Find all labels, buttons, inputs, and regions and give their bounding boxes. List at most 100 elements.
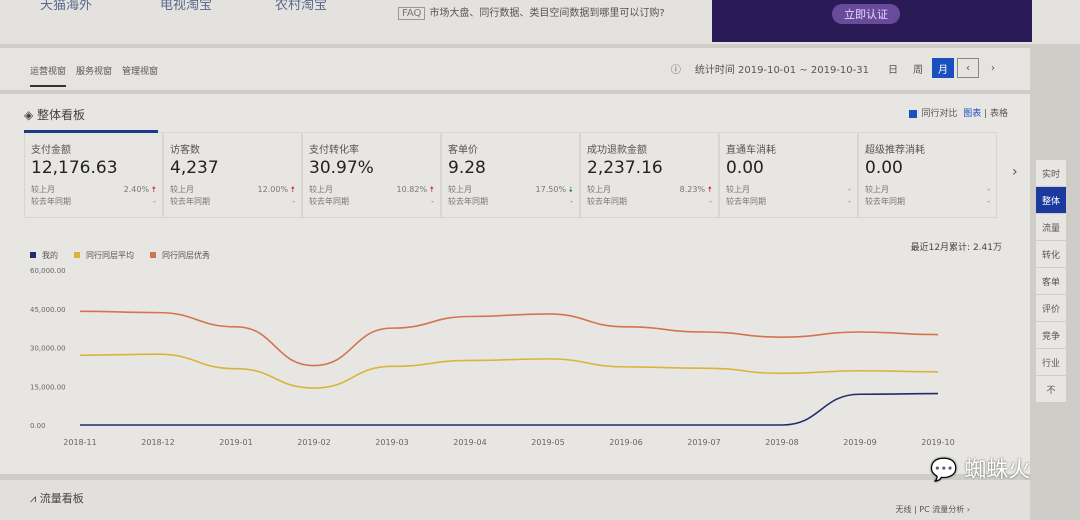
yoy-value: - (153, 197, 156, 206)
mom-label: 较上月 (865, 185, 889, 194)
x-tick-label: 2019-08 (765, 438, 798, 447)
view-table-link[interactable]: 表格 (989, 109, 1008, 119)
x-tick-label: 2019-06 (609, 438, 642, 447)
traffic-title: 流量看板 (39, 492, 84, 505)
sidebar-item[interactable]: 客单 (1036, 268, 1066, 294)
arrow-up-icon: 🠅 (290, 185, 295, 194)
metric-label: 成功退款金额 (587, 145, 647, 156)
mom-label: 较上月 (448, 185, 472, 194)
metric-card[interactable]: 直通车消耗 0.00 较上月 - 较去年同期 - (719, 132, 858, 218)
mom-label: 较上月 (31, 185, 55, 194)
yoy-value: - (292, 197, 295, 206)
metric-value: 2,237.16 (587, 158, 663, 178)
sidebar-item[interactable]: 不 (1036, 376, 1066, 402)
period-day[interactable]: 日 (888, 64, 898, 76)
sidebar-item[interactable]: 行业 (1036, 349, 1066, 375)
cards-next-icon[interactable]: › (1012, 164, 1018, 180)
mom-label: 较上月 (170, 185, 194, 194)
metric-card[interactable]: 成功退款金额 2,237.16 较上月 8.23% 🠅 较去年同期 - (580, 132, 719, 218)
mom-value: - (848, 185, 851, 194)
x-tick-label: 2019-09 (843, 438, 876, 447)
metric-label: 支付金额 (31, 145, 71, 156)
metric-label: 直通车消耗 (726, 145, 776, 156)
y-tick-label: 0.00 (30, 422, 46, 430)
view-chart-link[interactable]: 图表 (963, 109, 982, 119)
legend-swatch (150, 252, 156, 258)
certify-button[interactable]: 立即认证 (832, 4, 900, 24)
tab-operations[interactable]: 运营视窗 (30, 64, 67, 87)
sidebar-item[interactable]: 流量 (1036, 214, 1066, 240)
overview-panel: ◈ 整体看板 同行对比 图表 | 表格 支付金额 12,176.63 较上月 2.… (0, 94, 1030, 474)
watermark: 💬 蜘蛛火 (930, 458, 1031, 483)
nav-link[interactable]: 电视淘宝 (160, 0, 213, 13)
x-tick-label: 2018-12 (141, 438, 174, 447)
top-strip: 天猫海外 电视淘宝 农村淘宝 FAQ 市场大盘、同行数据、类目空间数据到哪里可以订… (0, 0, 1080, 44)
compare-label[interactable]: 同行对比 (921, 109, 958, 119)
traffic-links[interactable]: 无线 | PC 流量分析 › (895, 505, 970, 514)
panel-title: 整体看板 (37, 108, 86, 122)
yoy-label: 较去年同期 (726, 197, 766, 206)
metric-card[interactable]: 客单价 9.28 较上月 17.50% 🠇 较去年同期 - (441, 132, 580, 218)
mom-value: 12.00% (257, 185, 289, 194)
line-chart: 0.00 15,000.00 30,000.00 45,000.00 60,000.00… (30, 267, 955, 447)
sidebar-item[interactable]: 实时 (1036, 160, 1066, 186)
metric-value: 12,176.63 (31, 158, 118, 178)
faq-link[interactable]: FAQ 市场大盘、同行数据、类目空间数据到哪里可以订购? (398, 4, 665, 20)
promo-banner[interactable]: 立即认证 (712, 0, 1032, 42)
legend-swatch (74, 252, 80, 258)
legend-item[interactable]: 我的 (30, 250, 58, 261)
prev-button[interactable]: ‹ (957, 58, 979, 78)
next-button[interactable]: › (991, 62, 995, 74)
date-range: 统计时间 2019-10-01 ~ 2019-10-31 (694, 64, 869, 76)
x-tick-label: 2019-05 (531, 438, 564, 447)
yoy-label: 较去年同期 (865, 197, 905, 206)
metric-label: 客单价 (448, 145, 478, 156)
faq-text: 市场大盘、同行数据、类目空间数据到哪里可以订购? (429, 8, 665, 19)
x-tick-label: 2019-10 (921, 438, 954, 447)
metric-card[interactable]: 访客数 4,237 较上月 12.00% 🠅 较去年同期 - (163, 132, 302, 218)
y-tick-label: 30,000.00 (30, 345, 66, 353)
compare-checkbox[interactable] (909, 109, 918, 118)
y-tick-label: 60,000.00 (30, 267, 66, 275)
active-card-indicator (24, 130, 158, 133)
sidebar: 实时 整体 流量 转化 客单 评价 竞争 行业不 (1036, 160, 1066, 403)
x-tick-label: 2019-04 (453, 438, 486, 447)
faq-badge: FAQ (398, 7, 426, 20)
mom-label: 较上月 (726, 185, 750, 194)
x-tick-label: 2019-07 (687, 438, 720, 447)
metric-value: 9.28 (448, 158, 486, 178)
nav-link[interactable]: 农村淘宝 (275, 0, 328, 13)
mom-value: 2.40% (123, 185, 150, 194)
yoy-label: 较去年同期 (31, 197, 71, 206)
mom-label: 较上月 (309, 185, 333, 194)
arrow-up-icon: 🠅 (151, 185, 156, 194)
y-tick-label: 15,000.00 (30, 383, 66, 391)
sidebar-item[interactable]: 评价 (1036, 295, 1066, 321)
mom-label: 较上月 (587, 185, 611, 194)
total-12-months: 最近12月累计: 2.41万 (910, 243, 1002, 253)
sidebar-item[interactable]: 整体 (1036, 187, 1066, 213)
period-month[interactable]: 月 (932, 58, 954, 78)
mom-value: - (987, 185, 990, 194)
yoy-label: 较去年同期 (448, 197, 488, 206)
metric-card[interactable]: 支付转化率 30.97% 较上月 10.82% 🠅 较去年同期 - (302, 132, 441, 218)
y-tick-label: 45,000.00 (30, 306, 66, 314)
yoy-label: 较去年同期 (170, 197, 210, 206)
sidebar-item[interactable]: 竞争 (1036, 322, 1066, 348)
yoy-label: 较去年同期 (587, 197, 627, 206)
metric-card[interactable]: 超级推荐消耗 0.00 较上月 - 较去年同期 - (858, 132, 997, 218)
metric-label: 超级推荐消耗 (865, 145, 925, 156)
arrow-up-icon: 🠅 (429, 185, 434, 194)
info-icon: ⓘ (670, 64, 681, 76)
metric-card[interactable]: 支付金额 12,176.63 较上月 2.40% 🠅 较去年同期 - (24, 132, 163, 218)
sidebar-item[interactable]: 转化 (1036, 241, 1066, 267)
x-tick-label: 2019-02 (297, 438, 330, 447)
legend-item[interactable]: 同行同层优秀 (150, 250, 210, 261)
series-line-0 (80, 392, 939, 426)
nav-link[interactable]: 天猫海外 (40, 0, 93, 13)
traffic-panel: ⩘ 流量看板 无线 | PC 流量分析 › (0, 480, 1030, 520)
period-week[interactable]: 周 (913, 64, 923, 76)
legend-item[interactable]: 同行同层平均 (74, 250, 134, 261)
tab-management[interactable]: 管理视窗 (122, 67, 159, 77)
tab-service[interactable]: 服务视窗 (76, 67, 113, 77)
